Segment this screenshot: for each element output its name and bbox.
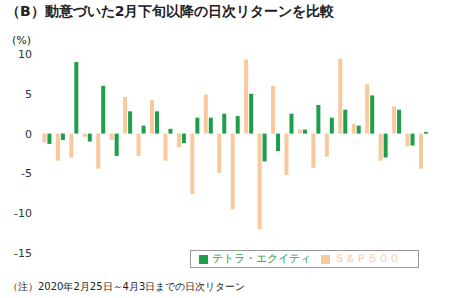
svg-text:-15: -15 xyxy=(14,247,32,260)
svg-text:-10: -10 xyxy=(14,207,32,220)
svg-text:10: 10 xyxy=(18,48,32,61)
html-text:Ｓ＆Ｐ５００: Ｓ＆Ｐ５００ xyxy=(334,252,400,265)
html-text:（B）動意づいた2月下旬以降の日次リターンを比較: （B）動意づいた2月下旬以降の日次リターンを比較 xyxy=(6,3,335,19)
html-text:テトラ・エクイティ: テトラ・エクイティ xyxy=(212,252,311,265)
svg-text:-5: -5 xyxy=(21,167,32,180)
html-text:（注）2020年2月25日～4月3日までの日次リターン: （注）2020年2月25日～4月3日までの日次リターン xyxy=(8,281,246,292)
svg-text:5: 5 xyxy=(25,88,32,101)
svg-text:0: 0 xyxy=(25,128,32,141)
